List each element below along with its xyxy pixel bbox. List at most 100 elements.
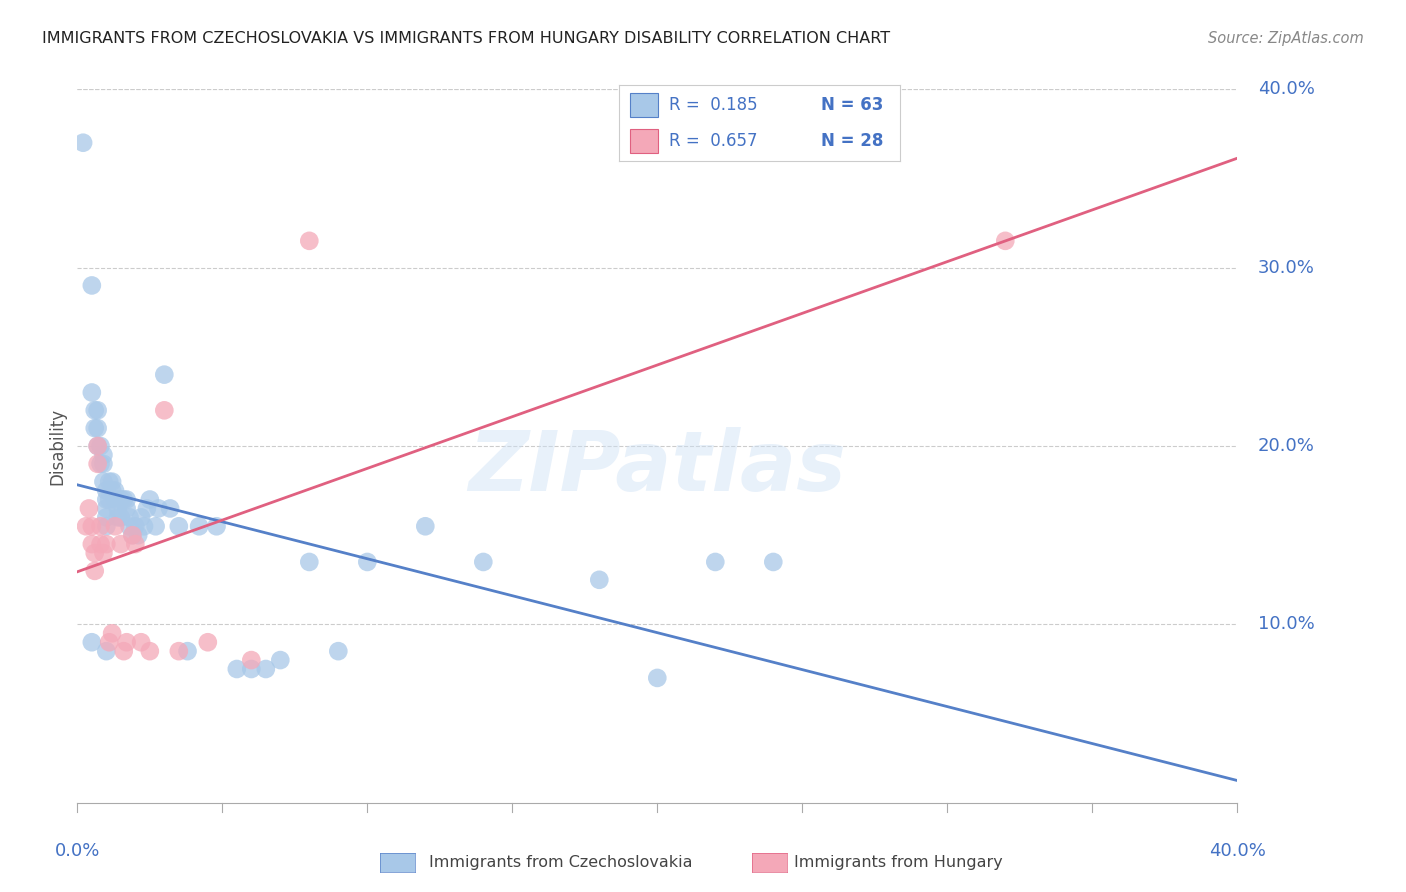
Point <box>75 519 97 533</box>
Point <box>159 501 181 516</box>
Point <box>118 510 141 524</box>
Point <box>588 573 610 587</box>
Point <box>148 501 170 516</box>
Point <box>762 555 785 569</box>
Point <box>104 492 127 507</box>
Point <box>98 635 121 649</box>
Point <box>356 555 378 569</box>
Point <box>101 483 124 498</box>
Point <box>139 492 162 507</box>
Text: Immigrants from Hungary: Immigrants from Hungary <box>794 855 1002 870</box>
Point <box>93 457 115 471</box>
Text: 40.0%: 40.0% <box>1257 80 1315 98</box>
Point <box>90 457 111 471</box>
Point <box>110 510 132 524</box>
Point <box>129 635 152 649</box>
Point <box>167 644 190 658</box>
Point <box>132 519 155 533</box>
Text: 0.0%: 0.0% <box>55 842 100 860</box>
Point <box>240 653 263 667</box>
Point <box>145 519 167 533</box>
Point <box>413 519 436 533</box>
Point <box>72 136 94 150</box>
Point <box>254 662 277 676</box>
Bar <box>630 93 658 118</box>
Point <box>96 537 118 551</box>
Point <box>98 475 121 489</box>
Text: IMMIGRANTS FROM CZECHOSLOVAKIA VS IMMIGRANTS FROM HUNGARY DISABILITY CORRELATION: IMMIGRANTS FROM CZECHOSLOVAKIA VS IMMIGR… <box>42 31 890 46</box>
Point <box>298 234 321 248</box>
Point <box>139 644 162 658</box>
Point <box>80 537 103 551</box>
Point <box>121 528 143 542</box>
Point <box>96 501 118 516</box>
Text: Source: ZipAtlas.com: Source: ZipAtlas.com <box>1208 31 1364 46</box>
Point <box>101 475 124 489</box>
Point <box>80 635 103 649</box>
Point <box>86 439 108 453</box>
Text: 20.0%: 20.0% <box>1257 437 1315 455</box>
Text: N = 28: N = 28 <box>821 132 883 150</box>
Point <box>90 537 111 551</box>
Point <box>83 421 105 435</box>
Point <box>197 635 219 649</box>
Point <box>115 501 138 516</box>
Point <box>110 492 132 507</box>
Point <box>104 519 127 533</box>
Point <box>83 546 105 560</box>
Point <box>101 626 124 640</box>
Bar <box>630 128 658 153</box>
Point <box>176 644 198 658</box>
Text: 10.0%: 10.0% <box>1257 615 1315 633</box>
Point <box>96 483 118 498</box>
Point <box>112 644 135 658</box>
Point <box>93 475 115 489</box>
Point <box>127 528 149 542</box>
Point <box>136 501 159 516</box>
Point <box>77 501 100 516</box>
Text: N = 63: N = 63 <box>821 96 883 114</box>
Point <box>240 662 263 676</box>
Point <box>107 510 129 524</box>
Point <box>80 278 103 293</box>
Point <box>121 528 143 542</box>
Text: R =  0.185: R = 0.185 <box>669 96 758 114</box>
Point <box>188 519 211 533</box>
Point <box>112 492 135 507</box>
Point <box>83 403 105 417</box>
Point <box>86 439 108 453</box>
Point <box>472 555 495 569</box>
Point <box>96 644 118 658</box>
Point <box>269 653 291 667</box>
Point <box>90 519 111 533</box>
Point <box>115 635 138 649</box>
Point <box>107 501 129 516</box>
Point <box>118 519 141 533</box>
Y-axis label: Disability: Disability <box>48 408 66 484</box>
Point <box>80 385 103 400</box>
Point <box>704 555 727 569</box>
Point <box>93 448 115 462</box>
Point <box>96 519 118 533</box>
Text: Immigrants from Czechoslovakia: Immigrants from Czechoslovakia <box>429 855 692 870</box>
Point <box>153 403 176 417</box>
Point <box>96 510 118 524</box>
Point <box>205 519 228 533</box>
Point <box>328 644 350 658</box>
Point <box>86 457 108 471</box>
Point <box>647 671 669 685</box>
Point <box>98 492 121 507</box>
Point <box>86 421 108 435</box>
Point <box>129 510 152 524</box>
Point <box>80 519 103 533</box>
Point <box>124 537 146 551</box>
Point <box>96 492 118 507</box>
Text: 30.0%: 30.0% <box>1257 259 1315 277</box>
Point <box>90 439 111 453</box>
Text: ZIPatlas: ZIPatlas <box>468 427 846 508</box>
Point <box>110 537 132 551</box>
Point <box>124 519 146 533</box>
Point <box>115 492 138 507</box>
Point <box>86 403 108 417</box>
Point <box>104 483 127 498</box>
